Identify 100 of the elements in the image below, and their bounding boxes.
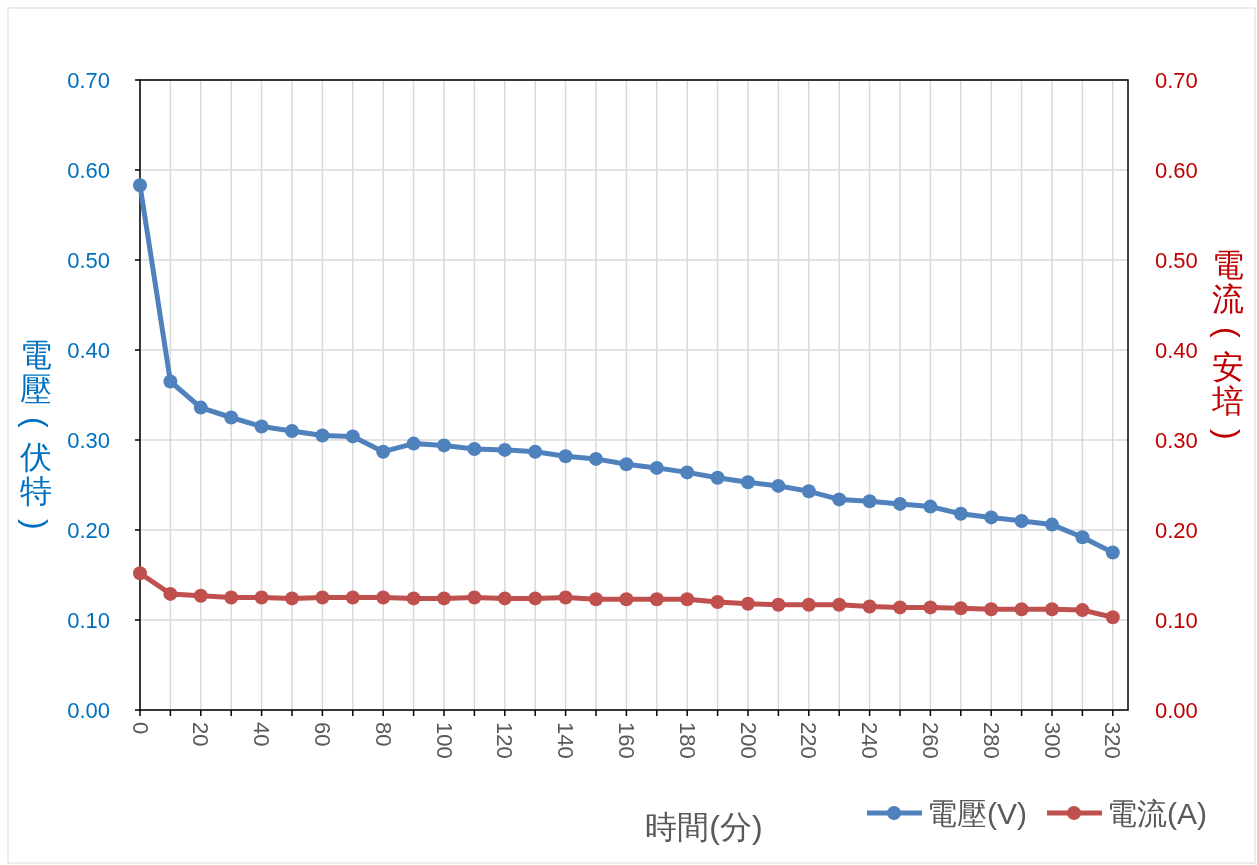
point: [193, 400, 208, 415]
x-tick-label: 80: [370, 722, 396, 747]
point: [1105, 610, 1120, 625]
y-tick-label: 0.00: [67, 697, 110, 723]
point: [771, 597, 786, 612]
y-tick-label: 0.10: [67, 607, 110, 633]
point: [893, 600, 907, 615]
point: [1045, 517, 1059, 532]
x-tick-label: 240: [857, 722, 883, 759]
x-tick-label: 200: [735, 722, 761, 759]
legend-label: 電壓(V): [927, 796, 1027, 830]
point: [497, 591, 512, 606]
point: [467, 590, 482, 605]
point: [589, 592, 603, 607]
x-tick-label: 280: [978, 722, 1004, 759]
x-tick-label: 120: [492, 722, 518, 759]
point: [497, 442, 512, 457]
point: [163, 374, 178, 389]
point: [345, 590, 360, 605]
point: [589, 451, 603, 466]
point: [953, 506, 968, 521]
x-tick-label: 100: [431, 722, 457, 759]
point: [376, 444, 391, 459]
point: [1045, 602, 1059, 617]
y2-tick-label: 0.70: [1155, 67, 1198, 93]
point: [558, 449, 573, 464]
point: [285, 424, 299, 438]
point: [710, 595, 725, 609]
x-tick-label: 0: [127, 722, 153, 735]
point: [528, 444, 543, 459]
point: [1014, 514, 1029, 528]
y2-tick-label: 0.60: [1155, 157, 1198, 183]
y2-tick-label: 0.30: [1155, 427, 1198, 453]
point: [406, 436, 421, 451]
point: [254, 590, 269, 605]
point: [923, 600, 938, 615]
x-tick-label: 140: [553, 722, 579, 759]
point: [376, 590, 391, 605]
y-tick-label: 0.50: [67, 247, 110, 273]
point: [1105, 545, 1120, 560]
point: [771, 478, 786, 493]
point: [285, 591, 299, 606]
point: [1075, 530, 1090, 545]
point: [224, 410, 239, 425]
y2-tick-label: 0.40: [1155, 337, 1198, 363]
y-tick-label: 0.40: [67, 337, 110, 363]
point: [984, 602, 999, 617]
y-tick-label: 0.30: [67, 427, 110, 453]
y2-tick-label: 0.10: [1155, 607, 1198, 633]
point: [437, 591, 451, 606]
x-tick-label: 320: [1100, 722, 1126, 759]
point: [193, 588, 208, 603]
point: [741, 475, 755, 490]
legend-label: 電流(A): [1107, 796, 1207, 830]
point: [862, 599, 877, 614]
point: [1075, 603, 1090, 618]
point: [832, 492, 847, 507]
point: [133, 178, 147, 193]
point: [467, 442, 482, 456]
y-tick-label: 0.20: [67, 517, 110, 543]
x-tick-label: 160: [613, 722, 639, 759]
x-tick-label: 60: [309, 722, 335, 747]
point: [437, 438, 451, 453]
x-axis-title: 時間(分): [645, 809, 763, 845]
point: [619, 457, 634, 472]
point: [224, 590, 239, 605]
point: [649, 460, 664, 475]
point: [680, 465, 695, 480]
y2-tick-label: 0.50: [1155, 247, 1198, 273]
y2-tick-label: 0.20: [1155, 517, 1198, 543]
point: [862, 494, 877, 509]
y2-axis-title: 電流(安培): [1209, 247, 1246, 440]
point: [893, 496, 907, 511]
point: [953, 601, 968, 616]
y-tick-label: 0.60: [67, 157, 110, 183]
point: [801, 484, 816, 499]
x-tick-label: 300: [1039, 722, 1065, 759]
point: [163, 586, 178, 601]
point: [649, 592, 664, 607]
point: [984, 510, 999, 525]
x-tick-label: 220: [796, 722, 822, 759]
point: [923, 499, 938, 514]
point: [345, 429, 360, 444]
y-tick-label: 0.70: [67, 67, 110, 93]
point: [315, 590, 330, 605]
point: [619, 592, 634, 607]
y-axis-title: 電壓(伏特): [17, 337, 54, 530]
point: [710, 470, 725, 485]
point: [741, 596, 755, 611]
point: [133, 566, 147, 581]
point: [406, 591, 421, 606]
x-tick-label: 40: [249, 722, 275, 747]
point: [254, 419, 269, 434]
y2-tick-label: 0.00: [1155, 697, 1198, 723]
x-tick-label: 260: [917, 722, 943, 759]
point: [832, 597, 847, 612]
x-tick-label: 180: [674, 722, 700, 759]
point: [801, 597, 816, 612]
point: [528, 591, 543, 606]
x-tick-label: 20: [188, 722, 214, 747]
